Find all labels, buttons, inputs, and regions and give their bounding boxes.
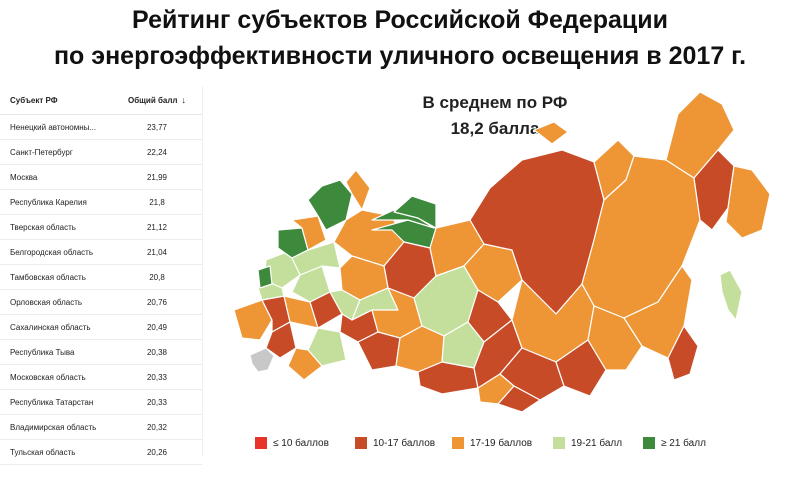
row-score: 21,8: [149, 197, 165, 207]
row-score: 20,8: [149, 272, 165, 282]
region-north-green[interactable]: [393, 195, 437, 229]
table-row[interactable]: Московская область 20,33: [0, 365, 202, 390]
russia-map: [233, 91, 771, 413]
legend-label: ≤ 10 баллов: [273, 437, 329, 449]
row-score: 23,77: [146, 122, 168, 132]
region-kemerovo[interactable]: [467, 289, 513, 343]
table-row[interactable]: Санкт-Петербург 22,24: [0, 140, 202, 165]
legend-item[interactable]: 17-19 баллов: [452, 437, 532, 449]
table-row[interactable]: Тульская область 20,26: [0, 440, 202, 465]
row-subject-name: Москва: [10, 172, 38, 182]
row-score: 20,76: [146, 297, 168, 307]
average-annotation: В среднем по РФ 18,2 балла: [390, 90, 600, 142]
legend-item[interactable]: 10-17 баллов: [355, 437, 435, 449]
region-sakhalin[interactable]: [719, 269, 743, 321]
row-subject-name: Белгородская область: [10, 247, 93, 257]
region-murmansk[interactable]: [345, 169, 371, 211]
average-value: 18,2 балла: [450, 119, 540, 138]
legend-swatch: [355, 437, 367, 449]
region-caucasus-2[interactable]: [287, 347, 323, 381]
row-score: 20,26: [146, 447, 168, 457]
region-zabaykalye[interactable]: [555, 339, 607, 397]
legend-swatch: [452, 437, 464, 449]
row-subject-name: Санкт-Петербург: [10, 147, 73, 157]
column-header-subject[interactable]: Субъект РФ: [10, 95, 58, 105]
region-khabarovsk[interactable]: [623, 265, 693, 359]
region-caucasus-1[interactable]: [307, 327, 347, 367]
row-subject-name: Тамбовская область: [10, 272, 86, 282]
table-row[interactable]: Республика Карелия 21,8: [0, 190, 202, 215]
row-subject-name: Московская область: [10, 372, 86, 382]
table-row[interactable]: Орловская область 20,76: [0, 290, 202, 315]
region-karelia[interactable]: [307, 179, 353, 231]
row-score: 20,32: [146, 422, 168, 432]
table-row[interactable]: Владимирская область 20,32: [0, 415, 202, 440]
row-score: 20,38: [146, 347, 168, 357]
average-label: В среднем по РФ: [422, 93, 568, 112]
legend-label: 19-21 балл: [571, 437, 623, 449]
legend-label: ≥ 21 балл: [661, 437, 706, 449]
table-row[interactable]: Белгородская область 21,04: [0, 240, 202, 265]
row-score: 20,33: [146, 397, 168, 407]
ratings-table: Субъект РФ Общий балл ↓ Ненецкий автоном…: [0, 86, 203, 465]
row-subject-name: Ненецкий автономны...: [10, 122, 97, 132]
region-west-9[interactable]: [291, 215, 327, 251]
region-south-west-3[interactable]: [265, 321, 297, 359]
table-row[interactable]: Москва 21,99: [0, 165, 202, 190]
title-line-1: Рейтинг субъектов Российской Федерации: [132, 6, 668, 34]
region-taimyr-island[interactable]: [533, 121, 569, 145]
row-subject-name: Сахалинская область: [10, 322, 91, 332]
legend-label: 10-17 баллов: [373, 437, 436, 449]
table-row[interactable]: Тамбовская область 20,8: [0, 265, 202, 290]
row-score: 22,24: [146, 147, 168, 157]
row-score: 21,04: [146, 247, 168, 257]
table-row[interactable]: Тверская область 21,12: [0, 215, 202, 240]
title-line-2: по энергоэффективности уличного освещени…: [53, 42, 747, 70]
legend-label: 17-19 баллов: [470, 437, 533, 449]
legend-swatch: [643, 437, 655, 449]
region-tuva[interactable]: [497, 385, 541, 413]
row-score: 20,49: [146, 322, 168, 332]
region-west-4[interactable]: [257, 265, 273, 289]
region-south-west-1[interactable]: [233, 299, 273, 341]
row-subject-name: Орловская область: [10, 297, 83, 307]
column-header-score-label: Общий балл: [127, 95, 178, 105]
legend-item[interactable]: ≥ 21 балл: [643, 437, 706, 449]
legend-item[interactable]: ≤ 10 баллов: [255, 437, 329, 449]
column-header-score[interactable]: Общий балл ↓: [112, 95, 202, 105]
legend-swatch: [553, 437, 565, 449]
legend-swatch: [255, 437, 267, 449]
row-subject-name: Тверская область: [10, 222, 76, 232]
row-score: 20,33: [146, 372, 168, 382]
table-row[interactable]: Ненецкий автономны... 23,77: [0, 115, 202, 140]
row-subject-name: Республика Татарстан: [10, 397, 94, 407]
table-row[interactable]: Республика Татарстан 20,33: [0, 390, 202, 415]
row-subject-name: Республика Карелия: [10, 197, 87, 207]
row-score: 21,12: [146, 222, 168, 232]
table-body: Ненецкий автономны... 23,77 Санкт-Петербур…: [0, 115, 202, 465]
row-subject-name: Тульская область: [10, 447, 76, 457]
table-row[interactable]: Республика Тыва 20,38: [0, 340, 202, 365]
row-subject-name: Владимирская область: [10, 422, 97, 432]
arrow-down-icon[interactable]: ↓: [181, 95, 187, 105]
region-kamchatka[interactable]: [725, 165, 771, 239]
table-header: Субъект РФ Общий балл ↓: [0, 86, 202, 115]
table-row[interactable]: Сахалинская область 20,49: [0, 315, 202, 340]
legend-item[interactable]: 19-21 балл: [553, 437, 622, 449]
row-score: 21,99: [146, 172, 168, 182]
region-primorye[interactable]: [667, 325, 699, 381]
row-subject-name: Республика Тыва: [10, 347, 75, 357]
